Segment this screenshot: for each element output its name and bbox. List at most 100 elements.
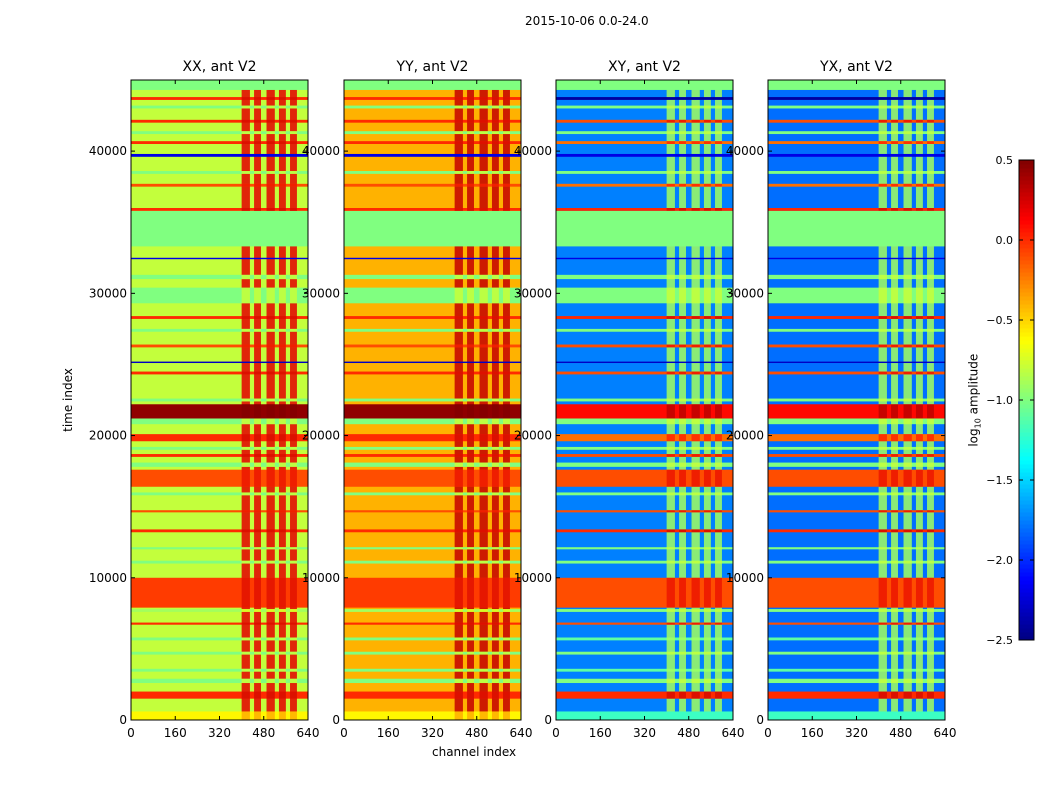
colorbar-tick-label: −1.5 xyxy=(986,474,1013,487)
rfi-cell xyxy=(278,208,286,211)
rfi-cell xyxy=(266,622,275,625)
colorbar-segment xyxy=(1019,196,1034,201)
rfi-cell xyxy=(903,510,912,513)
rfi-cell xyxy=(266,560,275,564)
time-band xyxy=(344,434,521,442)
colorbar-segment xyxy=(1019,408,1034,413)
rfi-cell xyxy=(278,274,286,280)
rfi-cell xyxy=(503,418,510,425)
rfi-cell xyxy=(266,651,275,655)
rfi-cell xyxy=(915,668,923,672)
rfi-cell xyxy=(679,678,686,684)
time-band xyxy=(556,119,733,123)
rfi-cell xyxy=(691,510,700,513)
rfi-cell xyxy=(454,454,463,457)
rfi-cell xyxy=(715,609,722,612)
rfi-cell xyxy=(903,316,912,319)
time-band xyxy=(344,97,521,100)
rfi-cell xyxy=(454,651,463,655)
rfi-cell xyxy=(927,398,934,402)
rfi-cell xyxy=(927,105,934,109)
rfi-cell xyxy=(278,622,286,625)
colorbar-segment xyxy=(1019,256,1034,261)
rfi-cell xyxy=(241,622,250,625)
rfi-cell xyxy=(290,609,297,612)
time-band xyxy=(768,398,945,402)
rfi-cell xyxy=(503,398,510,402)
x-tick-label: 480 xyxy=(465,726,488,740)
rfi-cell xyxy=(290,547,297,550)
time-band xyxy=(344,316,521,319)
colorbar-segment xyxy=(1019,312,1034,317)
x-tick-label: 0 xyxy=(127,726,135,740)
colorbar-segment xyxy=(1019,460,1034,465)
rfi-cell xyxy=(491,609,499,612)
rfi-cell xyxy=(254,131,261,135)
rfi-cell xyxy=(278,105,286,109)
rfi-cell xyxy=(891,609,898,612)
y-tick-label: 30000 xyxy=(726,286,764,300)
rfi-cell xyxy=(491,418,499,425)
rfi-cell xyxy=(241,183,250,187)
rfi-cell xyxy=(903,622,912,625)
rfi-cell xyxy=(703,651,711,655)
rfi-cell xyxy=(666,510,675,513)
rfi-cell xyxy=(278,678,286,684)
rfi-cell xyxy=(703,510,711,513)
rfi-cell xyxy=(703,274,711,280)
colorbar-segment xyxy=(1019,548,1034,553)
colorbar-tick-label: −2.5 xyxy=(986,634,1013,647)
time-band xyxy=(768,454,945,457)
rfi-cell xyxy=(290,316,297,319)
rfi-cell xyxy=(915,560,923,564)
rfi-cell xyxy=(691,287,700,304)
rfi-cell xyxy=(666,609,675,612)
rfi-cell xyxy=(927,344,934,348)
time-band xyxy=(556,257,733,260)
rfi-cell xyxy=(927,577,934,608)
rfi-cell xyxy=(254,454,261,457)
time-band xyxy=(344,492,521,496)
time-band xyxy=(131,105,308,109)
rfi-cell xyxy=(241,141,250,144)
rfi-cell xyxy=(703,404,711,419)
time-band xyxy=(344,153,521,157)
colorbar-segment xyxy=(1019,404,1034,409)
rfi-cell xyxy=(278,560,286,564)
rfi-cell xyxy=(691,691,700,699)
colorbar-segment xyxy=(1019,344,1034,349)
rfi-cell xyxy=(927,328,934,332)
rfi-cell xyxy=(254,668,261,672)
rfi-cell xyxy=(278,171,286,174)
rfi-cell xyxy=(479,622,488,625)
rfi-cell xyxy=(491,691,499,699)
time-band xyxy=(344,171,521,174)
rfi-cell xyxy=(454,560,463,564)
time-band xyxy=(768,183,945,187)
rfi-cell xyxy=(503,119,510,123)
time-band xyxy=(131,577,308,608)
time-band xyxy=(768,141,945,144)
rfi-cell xyxy=(903,105,912,109)
time-band xyxy=(344,622,521,625)
colorbar-segment xyxy=(1019,520,1034,525)
rfi-cell xyxy=(679,171,686,174)
time-band xyxy=(556,529,733,533)
rfi-cell xyxy=(491,577,499,608)
time-band xyxy=(556,287,733,304)
time-band xyxy=(556,141,733,144)
rfi-cell xyxy=(479,287,488,304)
time-band xyxy=(344,668,521,672)
rfi-cell xyxy=(254,371,261,375)
y-tick-label: 40000 xyxy=(89,144,127,158)
rfi-cell xyxy=(467,691,474,699)
rfi-cell xyxy=(903,131,912,135)
rfi-cell xyxy=(278,287,286,304)
time-band xyxy=(768,577,945,608)
colorbar-segment xyxy=(1019,480,1034,485)
rfi-cell xyxy=(927,622,934,625)
rfi-cell xyxy=(666,183,675,187)
rfi-cell xyxy=(491,454,499,457)
rfi-cell xyxy=(241,637,250,641)
rfi-cell xyxy=(878,131,887,135)
